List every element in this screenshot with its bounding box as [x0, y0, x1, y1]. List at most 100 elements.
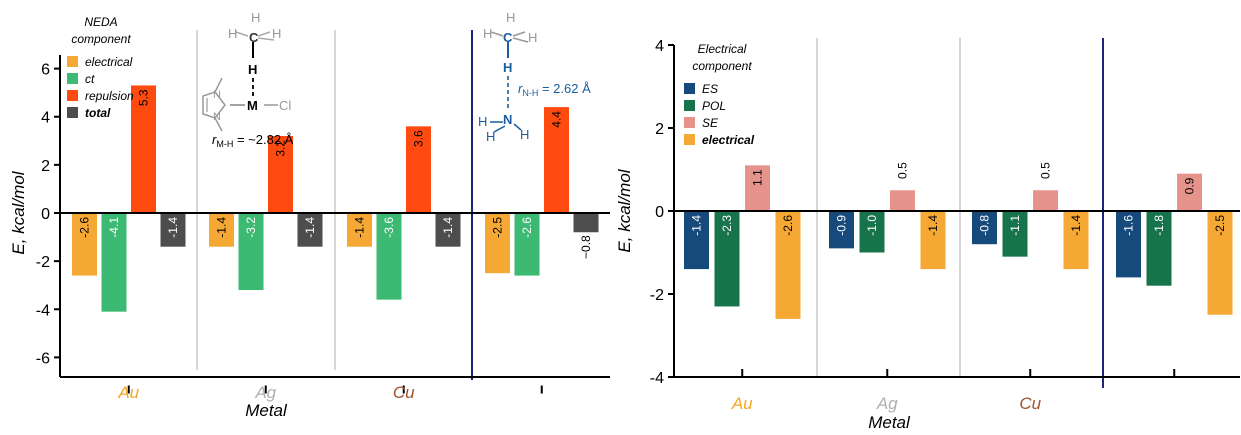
right-y-ticks: -4 -2 0 2 4 — [650, 38, 674, 387]
bar-SE-Cu — [1033, 190, 1058, 211]
bar-repulsion-Au — [131, 85, 156, 213]
bar-repulsion-nh3 — [544, 107, 569, 213]
bar-total-Cu — [435, 213, 461, 247]
metal-complex-structure: H H C H H M Cl N N rM-H = ~2.82 Å — [202, 10, 294, 149]
y-tick-label: -2 — [650, 287, 664, 304]
nh-atom-h-left: H — [483, 26, 492, 41]
data-label: 0.5 — [1039, 162, 1053, 179]
bar-POL-Au — [714, 211, 740, 307]
bar-electrical-Ag — [920, 211, 946, 270]
data-label: -1.4 — [303, 217, 317, 238]
bar-SE-Ag — [890, 190, 915, 211]
legend-label-electrical: electrical — [85, 55, 133, 69]
data-label: −0.8 — [579, 235, 593, 259]
bar-ct-Ag — [238, 213, 264, 291]
bar-POL-Cu — [1002, 211, 1028, 257]
right-legend: Electrical component ES POL SE electrical — [684, 42, 755, 147]
atom-c: C — [249, 30, 259, 45]
legend-label-POL: POL — [702, 99, 726, 113]
nh-atom-h-top: H — [506, 10, 515, 25]
bar-ES-nh3 — [1116, 211, 1141, 278]
data-label: 3.2 — [274, 140, 288, 157]
data-label: -1.6 — [1122, 215, 1136, 236]
atom-h-right: H — [272, 26, 281, 41]
right-y-axis-label: E, kcal/mol — [615, 168, 634, 252]
atom-cl: Cl — [279, 98, 291, 113]
ammonia-complex-structure: H H C H H N H H H rN-H = 2.62 Å — [478, 10, 591, 144]
bar-POL-nh3 — [1146, 211, 1172, 286]
legend-swatch-repulsion — [67, 90, 78, 101]
bar-ct-nh3 — [514, 213, 540, 276]
left-y-ticks: -6 -4 -2 0 2 4 6 — [36, 62, 60, 367]
data-label: -1.4 — [166, 217, 180, 238]
bar-electrical-Cu — [347, 213, 372, 247]
data-label: -1.4 — [690, 215, 704, 236]
bar-total-Au — [160, 213, 186, 247]
nh-atom-h-2: H — [486, 129, 495, 144]
right-x-axis-label: Metal — [868, 413, 911, 432]
bar-SE-Au — [745, 165, 770, 211]
bar-ct-Cu — [376, 213, 402, 300]
legend-label-repulsion: repulsion — [85, 89, 134, 103]
left-legend: NEDA component electrical ct repulsion tota… — [67, 15, 134, 120]
metal-h-distance: rM-H = ~2.82 Å — [212, 132, 294, 149]
left-legend-title-line2: component — [71, 32, 131, 46]
bar-SE-nh3 — [1177, 173, 1202, 211]
bar-ES-Cu — [972, 211, 997, 245]
legend-swatch-POL — [684, 100, 695, 111]
data-label: -2.6 — [520, 217, 534, 238]
data-label: -4.1 — [107, 217, 121, 238]
y-tick-label: 4 — [655, 38, 664, 55]
left-x-axis-label: Metal — [245, 401, 288, 420]
y-tick-label: 2 — [41, 158, 50, 175]
data-label: -1.1 — [1008, 215, 1022, 236]
y-tick-label: -4 — [36, 302, 50, 319]
y-tick-label: 0 — [41, 206, 50, 223]
category-label-au: Au — [731, 394, 753, 413]
right-legend-title-line1: Electrical — [698, 42, 747, 56]
right-legend-title-line2: component — [692, 59, 752, 73]
legend-swatch-ES — [684, 83, 695, 94]
bar-electrical-Au — [72, 213, 97, 276]
data-label: 0.5 — [896, 162, 910, 179]
data-label: 3.6 — [412, 130, 426, 147]
data-label: -1.4 — [353, 217, 367, 238]
data-label: 1.1 — [751, 169, 765, 186]
left-x-ticks: Au Ag Cu — [117, 383, 543, 402]
data-label: -1.8 — [1152, 215, 1166, 236]
y-tick-label: -6 — [36, 350, 50, 367]
y-tick-label: -4 — [650, 370, 664, 387]
data-label: -1.4 — [441, 217, 455, 238]
bar-total-Ag — [297, 213, 323, 247]
bar-ES-Ag — [829, 211, 854, 249]
bar-ES-Au — [684, 211, 709, 270]
y-tick-label: -2 — [36, 254, 50, 271]
atom-h-bridging: H — [248, 62, 257, 77]
y-tick-label: 0 — [655, 204, 664, 221]
data-label: -1.0 — [865, 215, 879, 236]
legend-swatch-total — [67, 107, 78, 118]
left-legend-title-line1: NEDA — [84, 15, 117, 29]
legend-label-ct: ct — [85, 72, 95, 86]
legend-swatch-electrical — [67, 56, 78, 67]
left-chart: -2.6 -4.1 5.3 -1.4 -1.4 -3.2 3.2 -1.4 -1.4 -3.6 3.… — [9, 10, 610, 420]
atom-h-left: H — [228, 26, 237, 41]
legend-label-electrical: electrical — [702, 133, 755, 147]
nh-atom-h-bridging: H — [503, 60, 512, 75]
data-label: -2.3 — [720, 215, 734, 236]
bar-POL-Ag — [859, 211, 885, 253]
data-label: 4.4 — [550, 111, 564, 128]
bar-repulsion-Ag — [268, 135, 293, 213]
legend-label-total: total — [85, 106, 111, 120]
atom-h-top: H — [251, 10, 260, 25]
category-label-cu: Cu — [1019, 394, 1041, 413]
data-label: 5.3 — [137, 89, 151, 106]
data-label: -1.4 — [1069, 215, 1083, 236]
left-bars: -2.6 -4.1 5.3 -1.4 -1.4 -3.2 3.2 -1.4 -1.4 -3.6 3.… — [72, 85, 599, 312]
nh-atom-c: C — [503, 30, 513, 45]
atom-metal: M — [247, 98, 258, 113]
atom-n-lower: N — [213, 111, 221, 123]
data-label: -3.2 — [244, 217, 258, 238]
bar-electrical-Au — [775, 211, 801, 319]
data-label: -0.8 — [978, 215, 992, 236]
